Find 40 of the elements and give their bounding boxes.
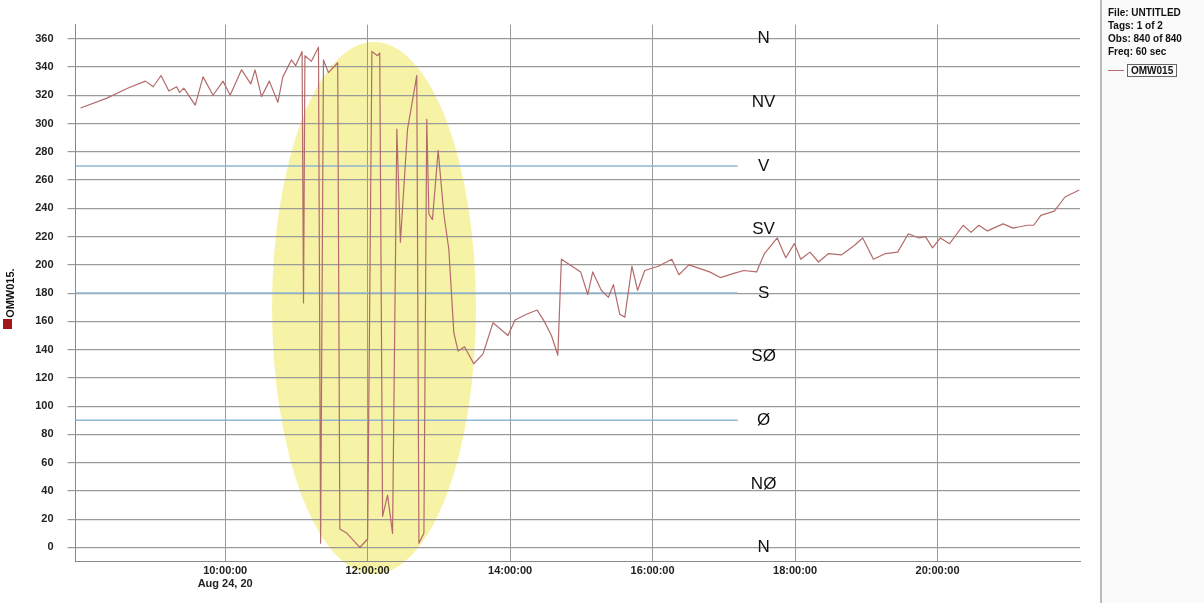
annotation: SV [752, 219, 776, 239]
y-tick-label: 60 [41, 455, 54, 468]
y-tick-label: 360 [35, 31, 54, 44]
x-tick-label: 16:00:00 [630, 564, 675, 577]
y-axis-title: OMW015. [3, 268, 16, 318]
y-tick-label: 300 [35, 116, 54, 129]
annotation: SØ [751, 346, 776, 366]
annotation: S [757, 282, 770, 302]
annotation: NØ [750, 473, 777, 493]
x-tick-label: 14:00:00 [488, 564, 533, 577]
x-tick-label: 10:00:00 Aug 24, 20 [197, 564, 253, 590]
y-tick-label: 340 [35, 60, 54, 73]
x-tick-label: 18:00:00 [773, 564, 818, 577]
y-tick-label: 120 [35, 370, 54, 383]
x-tick-label: 12:00:00 [345, 564, 390, 577]
y-tick-label: 260 [35, 173, 54, 186]
y-tick-label: 200 [35, 257, 54, 270]
annotation: N [757, 28, 770, 48]
y-tick-label: 100 [35, 399, 54, 412]
legend-label: OMW015 [1127, 64, 1178, 77]
x-tick-label: 20:00:00 [915, 564, 960, 577]
y-tick-label: 160 [35, 314, 54, 327]
y-tick-label: 80 [41, 427, 54, 440]
y-tick-label: 180 [35, 286, 54, 299]
y-tick-label: 220 [35, 229, 54, 242]
y-tick-label: 40 [41, 483, 54, 496]
text: Obs: 840 of 840 [1108, 32, 1183, 45]
y-tick-label: 0 [47, 540, 54, 553]
y-tick-label: 20 [41, 512, 54, 525]
y-tick-label: 140 [35, 342, 54, 355]
text: Freq: 60 sec [1108, 45, 1168, 58]
text: File: UNTITLED [1108, 6, 1182, 19]
annotation: NV [751, 92, 777, 112]
annotation: N [757, 537, 770, 557]
annotation: V [757, 155, 770, 175]
y-tick-label: 320 [35, 88, 54, 101]
y-tick-label: 280 [35, 144, 54, 157]
y-tick-label: 240 [35, 201, 54, 214]
annotation: Ø [756, 409, 771, 429]
text: Tags: 1 of 2 [1108, 19, 1164, 32]
